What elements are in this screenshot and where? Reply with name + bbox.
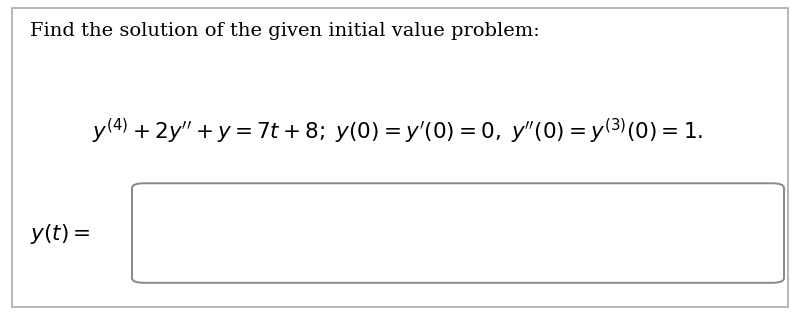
Text: $y(t) =$: $y(t) =$	[30, 222, 90, 246]
Text: Find the solution of the given initial value problem:: Find the solution of the given initial v…	[30, 22, 540, 40]
Text: $y^{(4)} + 2y'' + y = 7t + 8;\; y(0) = y'(0) = 0,\; y''(0) = y^{(3)}(0) = 1.$: $y^{(4)} + 2y'' + y = 7t + 8;\; y(0) = y…	[92, 117, 703, 146]
FancyBboxPatch shape	[132, 183, 784, 283]
